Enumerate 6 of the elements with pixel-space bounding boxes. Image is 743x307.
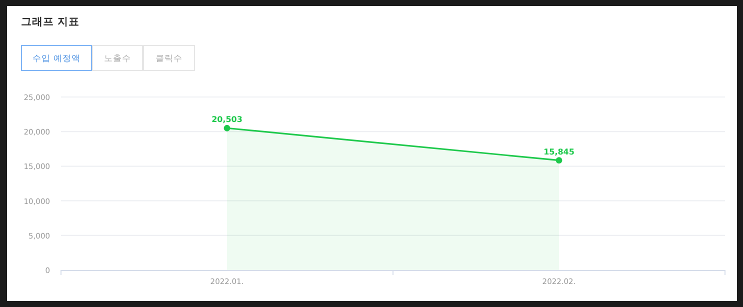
data-label: 15,845: [544, 147, 575, 156]
text: 노출수: [104, 54, 131, 64]
chart-title: 그래프 지표: [21, 16, 80, 28]
data-label: 20,503: [212, 115, 242, 124]
text: 수입 예정액: [32, 54, 80, 64]
text: 클릭수: [156, 54, 182, 64]
